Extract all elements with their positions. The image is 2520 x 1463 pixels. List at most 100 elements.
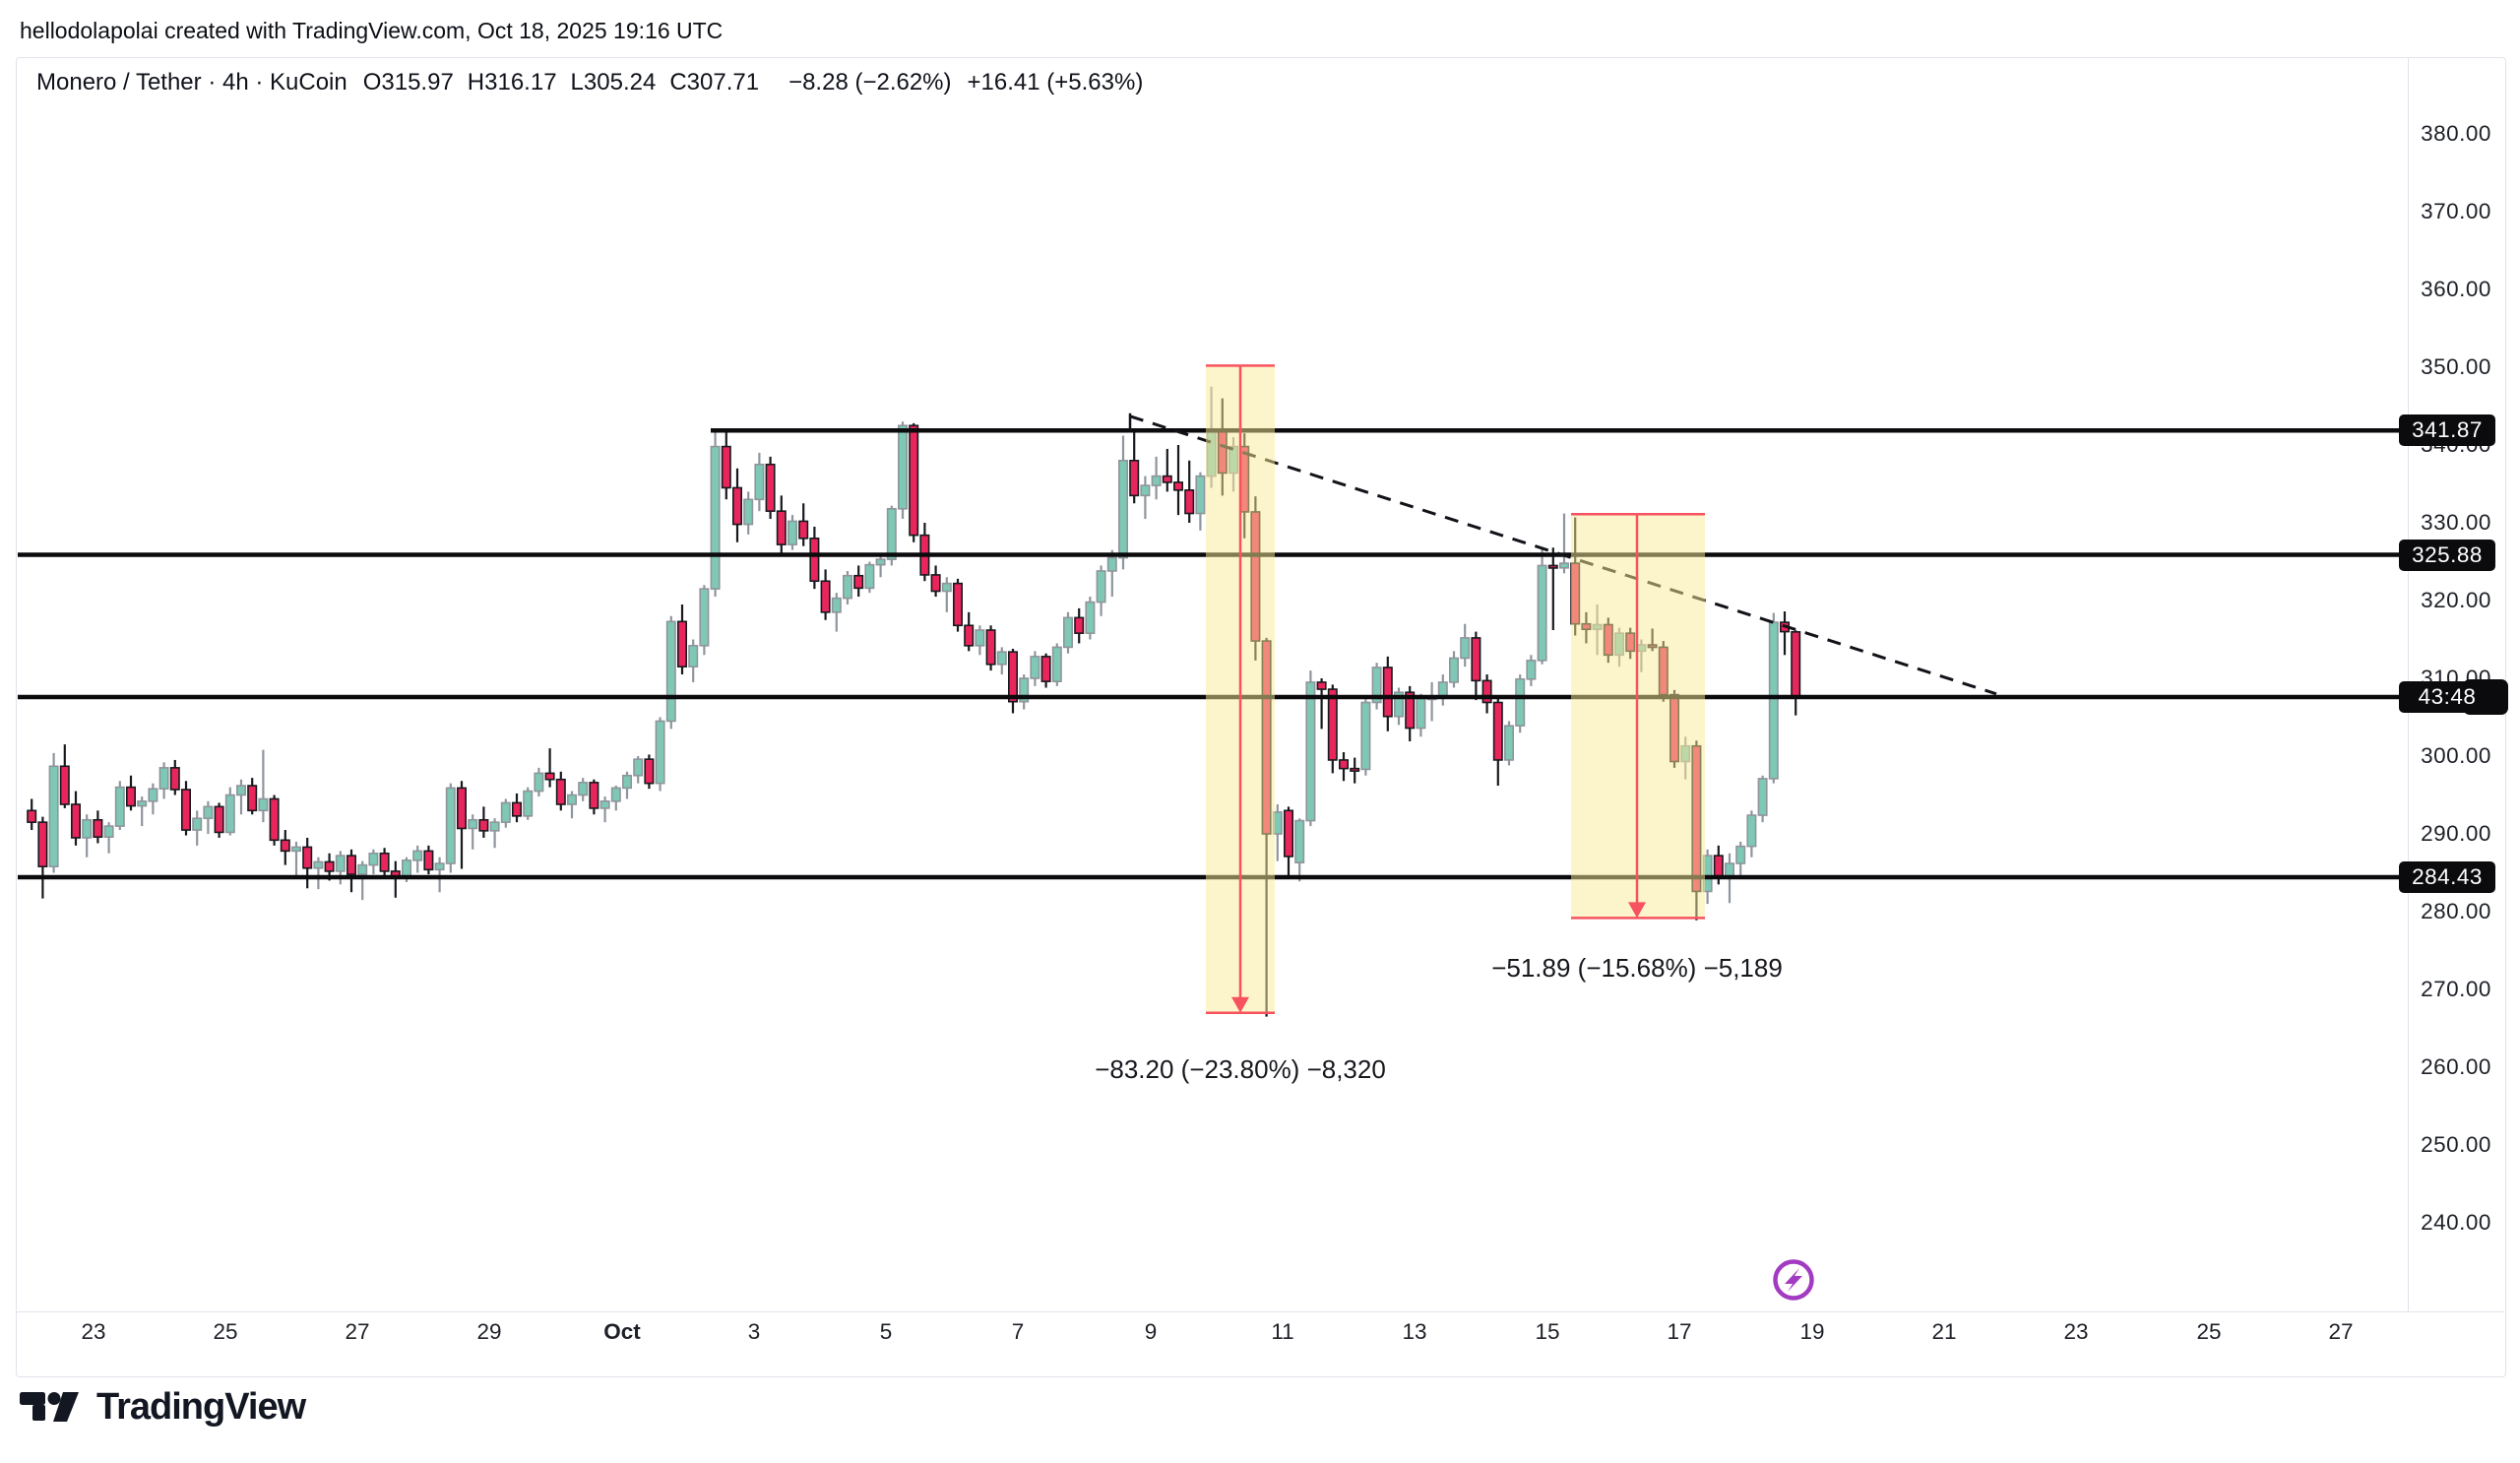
candle-up[interactable] — [192, 810, 203, 846]
candle-up[interactable] — [1437, 674, 1448, 706]
candle-up[interactable] — [1515, 674, 1526, 733]
candle-down[interactable] — [909, 422, 919, 542]
candle-up[interactable] — [599, 796, 610, 823]
candle-up[interactable] — [1305, 670, 1316, 827]
candle-up[interactable] — [445, 783, 456, 873]
candle-down[interactable] — [1162, 448, 1172, 492]
candle-up[interactable] — [148, 783, 158, 815]
candle-down[interactable] — [964, 611, 975, 652]
candle-up[interactable] — [412, 845, 423, 873]
candle-up[interactable] — [1118, 435, 1129, 570]
candle-down[interactable] — [1327, 684, 1338, 774]
candle-up[interactable] — [290, 841, 301, 877]
candle-up[interactable] — [523, 787, 534, 820]
candle-up[interactable] — [621, 771, 632, 799]
candle-down[interactable] — [721, 429, 731, 500]
candle-down[interactable] — [181, 781, 192, 836]
candle-up[interactable] — [1051, 643, 1062, 686]
candle-down[interactable] — [1129, 430, 1140, 504]
candle-up[interactable] — [468, 814, 478, 850]
candle-up[interactable] — [787, 515, 797, 550]
price-range-drawing[interactable] — [1571, 513, 1705, 920]
candle-down[interactable] — [809, 526, 820, 590]
candle-up[interactable] — [48, 752, 59, 873]
price-range-drawing[interactable] — [1206, 364, 1275, 1014]
candle-down[interactable] — [919, 523, 930, 582]
candle-up[interactable] — [710, 429, 721, 598]
candle-up[interactable] — [1019, 674, 1030, 710]
candle-down[interactable] — [27, 798, 37, 831]
candle-down[interactable] — [1471, 631, 1481, 701]
candle-down[interactable] — [71, 791, 82, 846]
candle-up[interactable] — [434, 857, 445, 893]
candle-up[interactable] — [103, 822, 114, 854]
chart-legend[interactable]: Monero / Tether · 4h · KuCoin O315.97 H31… — [36, 69, 1143, 96]
candle-up[interactable] — [236, 779, 247, 815]
candle-down[interactable] — [1074, 607, 1085, 644]
candle-down[interactable] — [1316, 678, 1327, 730]
candle-up[interactable] — [1746, 810, 1757, 858]
candle-up[interactable] — [1096, 565, 1106, 616]
candle-down[interactable] — [1405, 685, 1416, 741]
candle-down[interactable] — [511, 793, 522, 823]
candle-up[interactable] — [1063, 611, 1074, 654]
candle-down[interactable] — [214, 802, 224, 838]
candle-down[interactable] — [1350, 757, 1360, 784]
candle-up[interactable] — [688, 639, 699, 682]
candle-up[interactable] — [1460, 623, 1471, 668]
candle-up[interactable] — [500, 798, 511, 828]
candle-up[interactable] — [1140, 476, 1151, 520]
candle-down[interactable] — [985, 625, 996, 671]
candle-down[interactable] — [126, 775, 137, 811]
candle-up[interactable] — [655, 717, 665, 792]
candle-down[interactable] — [37, 816, 48, 899]
candle-up[interactable] — [975, 625, 985, 656]
candle-up[interactable] — [996, 647, 1007, 675]
candle-down[interactable] — [1184, 460, 1195, 523]
candle-down[interactable] — [93, 810, 103, 844]
candle-up[interactable] — [1416, 693, 1426, 737]
candle-down[interactable] — [1492, 697, 1503, 787]
candle-up[interactable] — [1735, 841, 1746, 877]
candle-down[interactable] — [820, 569, 831, 620]
candle-up[interactable] — [368, 849, 379, 875]
candle-down[interactable] — [776, 495, 787, 554]
candle-down[interactable] — [59, 744, 70, 808]
candle-up[interactable] — [578, 778, 589, 801]
candle-down[interactable] — [1284, 806, 1294, 879]
candle-down[interactable] — [676, 604, 687, 675]
candle-down[interactable] — [456, 781, 467, 869]
measure-label[interactable]: −51.89 (−15.68%) −5,189 — [1491, 953, 1783, 983]
candle-up[interactable] — [842, 570, 852, 604]
candle-down[interactable] — [1791, 630, 1801, 716]
candle-down[interactable] — [478, 806, 489, 838]
candle-up[interactable] — [258, 749, 269, 823]
candle-down[interactable] — [1173, 445, 1184, 516]
candle-up[interactable] — [203, 800, 214, 834]
candle-up[interactable] — [1449, 651, 1460, 688]
candle-down[interactable] — [555, 771, 566, 811]
candle-down[interactable] — [1382, 656, 1393, 732]
candle-up[interactable] — [114, 781, 125, 831]
measure-label[interactable]: −83.20 (−23.80%) −8,320 — [1095, 1054, 1386, 1084]
candle-down[interactable] — [269, 795, 280, 846]
candle-up[interactable] — [633, 756, 644, 784]
candle-up[interactable] — [875, 553, 886, 578]
candle-down[interactable] — [952, 578, 963, 632]
candle-up[interactable] — [357, 860, 368, 901]
candle-up[interactable] — [1559, 513, 1570, 574]
candle-up[interactable] — [489, 818, 500, 849]
candle-down[interactable] — [731, 468, 742, 542]
candle-up[interactable] — [313, 857, 324, 890]
candle-down[interactable] — [765, 456, 776, 520]
candle-down[interactable] — [853, 565, 864, 598]
candle-up[interactable] — [743, 491, 754, 535]
candle-up[interactable] — [665, 615, 676, 730]
candle-up[interactable] — [610, 786, 621, 811]
candle-down[interactable] — [1780, 611, 1791, 656]
candle-up[interactable] — [831, 593, 842, 632]
candle-up[interactable] — [1030, 651, 1040, 686]
candle-down[interactable] — [280, 830, 290, 865]
candle-up[interactable] — [1537, 548, 1547, 665]
